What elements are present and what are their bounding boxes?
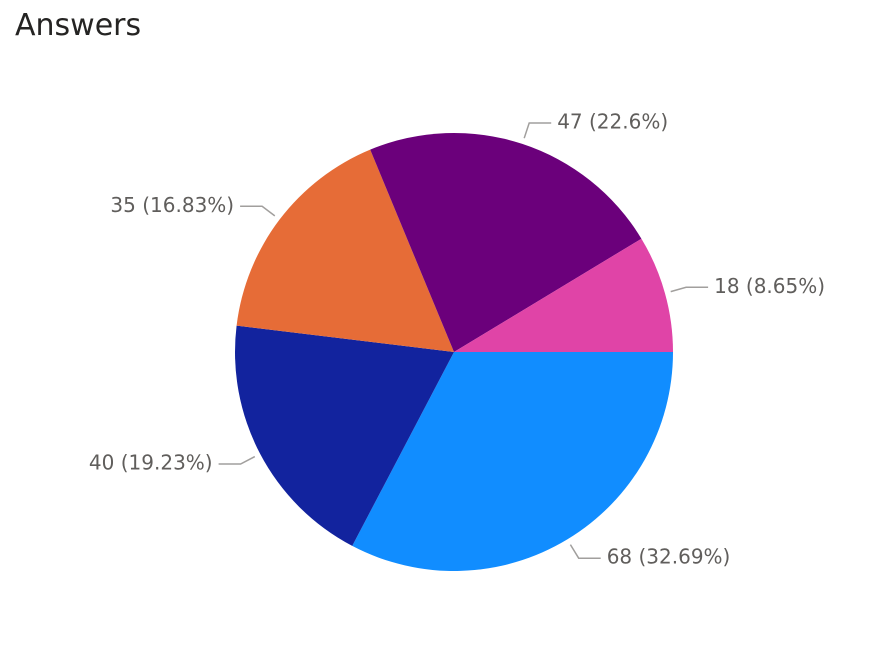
leader-line (240, 205, 276, 217)
data-label: 68 (32.69%) (607, 545, 731, 569)
pie-slice[interactable] (235, 325, 454, 546)
pie-slice[interactable] (370, 132, 642, 352)
data-label: 18 (8.65%) (714, 274, 825, 298)
leader-line (218, 455, 256, 465)
pie-slice[interactable] (454, 238, 673, 352)
data-label: 35 (16.83%) (110, 193, 234, 217)
leader-line (523, 122, 552, 139)
data-label: 47 (22.6%) (557, 110, 668, 134)
data-label: 40 (19.23%) (89, 451, 213, 475)
leader-line (569, 544, 601, 559)
chart-title: Answers (15, 8, 142, 43)
pie-slice[interactable] (236, 149, 454, 352)
leader-line (670, 286, 709, 293)
pie-slice[interactable] (352, 352, 673, 571)
